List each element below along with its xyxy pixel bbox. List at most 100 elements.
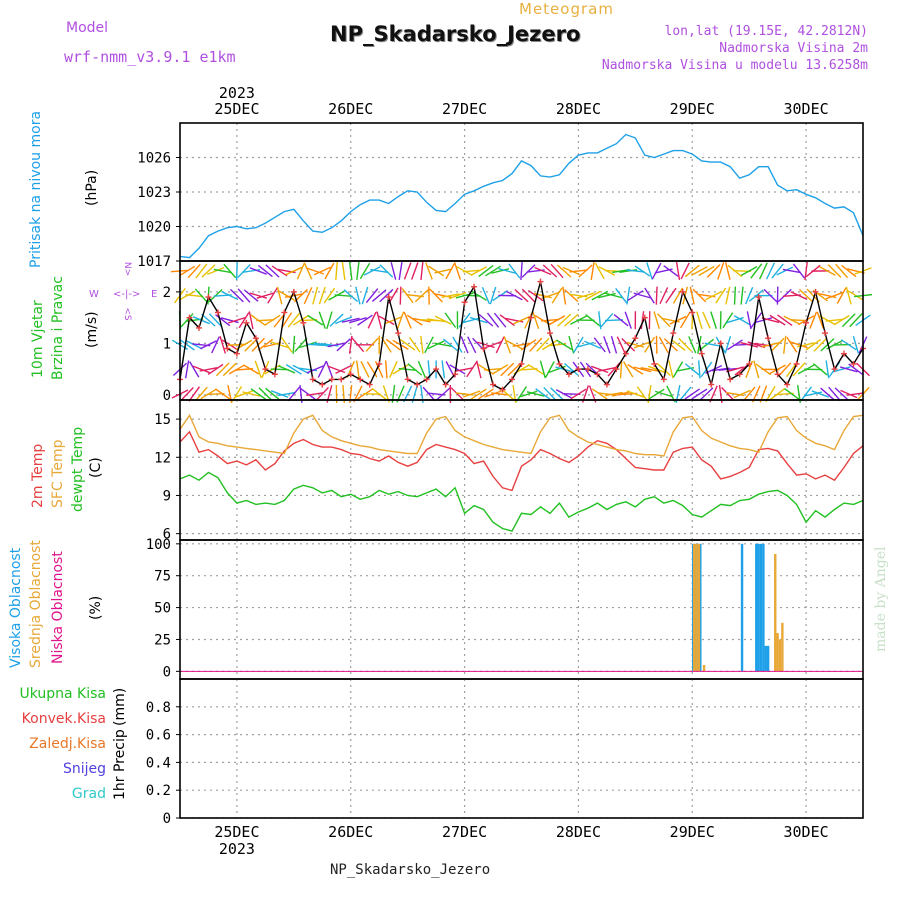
wind-arrow [184,360,190,379]
wind-arrow [365,337,379,352]
cloud-bar [762,543,765,672]
wind-arrow [663,265,679,277]
wind-arrow [280,337,293,353]
wind-arrow [336,338,351,352]
wind-arrow [285,364,302,375]
day-label-top: 27DEC [442,100,487,118]
wind-arrow [270,390,289,398]
compass-n: N> [122,262,132,276]
wind-arrow [445,262,456,280]
cloud-bar [702,664,706,672]
wind-arrow [584,290,601,301]
wind-arrow [792,362,806,377]
wind-arrow [591,388,608,400]
wind-arrow [836,287,847,304]
wind-arrow [818,292,837,299]
y-tick-label: 2 [163,285,171,301]
wind-arrow [303,287,313,305]
wind-arrow [503,336,512,354]
wind-arrow [327,365,346,374]
y-tick-label: 15 [154,412,171,428]
wind-arrow [442,338,458,352]
wind-arrow [733,286,737,305]
wind-arrow [782,268,801,274]
cloud-bar [776,633,779,672]
wind-arrow [376,311,383,330]
wind-arrow [359,262,371,280]
wind-arrow [640,311,645,330]
wind-arrow [644,287,655,304]
wind-arrow [733,315,751,326]
wind-arrow [312,286,319,305]
wind-arrow [564,362,579,376]
wind-arrow [207,363,224,376]
precip-legend-snow: Snijeg [62,761,106,777]
wind-arrow [526,391,545,397]
wind-arrow [335,364,353,375]
wind-arrow [237,264,251,278]
wind-arrow [256,292,275,299]
wind-arrow [688,336,697,354]
wind-arrow [495,336,505,354]
wind-arrow [841,264,857,278]
wind-arrow [820,338,835,352]
wind-arrow [278,290,295,301]
wind-arrow [691,266,708,276]
compass-s: <S [122,307,132,321]
wind-arrow [804,391,823,397]
wind-arrow [591,290,609,301]
wind-arrow [360,361,370,378]
wind-arrow [491,392,510,396]
model-label: Model [66,20,109,36]
wind-arrow [189,361,200,378]
wind-arrow [258,387,273,401]
wind-arrow [341,261,346,281]
cloud-bar [695,543,698,672]
wind-arrow [427,318,446,323]
wind-arrow [539,360,546,379]
wind-arrow [740,265,758,277]
wind-arrow [696,311,703,330]
wind-arrow [786,336,798,353]
wind-arrow [195,263,208,279]
wind-arrow [211,336,220,354]
wind-arrow [585,314,601,327]
wind-arrow [651,262,662,280]
day-label-bottom: 29DEC [670,823,715,841]
wind-arrow [223,263,237,279]
wind-arrow [403,311,412,329]
wind-arrow [401,288,414,304]
wind-arrow [180,387,194,401]
wind-arrow [343,289,358,303]
wind-arrow [550,387,565,401]
cloud-bar [699,543,702,672]
y-tick-label: 0 [163,388,171,404]
wind-arrow [763,288,778,303]
wind-arrow [222,362,237,377]
wind-arrow [448,291,467,300]
station-title: NP_Skadarsko_Jezero [330,22,581,46]
wind-arrow [621,337,636,352]
wind-arrow [615,287,628,304]
wind-arrow [267,287,278,304]
wind-arrow [812,363,828,376]
y-tick-label: 1017 [137,254,171,270]
wind-arrow [355,360,360,379]
wind-arrow [281,312,293,329]
wind-arrow [318,286,326,305]
wind-arrow [724,262,731,280]
y-tick-label: 0 [163,811,171,827]
wind-arrow [610,335,618,354]
wind-arrow [206,266,225,276]
wind-arrow [292,364,310,375]
y-tick-label: 0.6 [146,728,171,744]
wind-arrow [633,366,652,373]
panel-frame-wind [179,260,864,401]
wind-arrow [429,288,443,303]
y-tick-label: 1026 [137,151,171,167]
wind-arrow [746,311,752,330]
wind-arrow [557,313,572,327]
precip-legend-conv: Konvek.Kisa [21,711,106,727]
wind-arrow [334,294,353,297]
wind-arrow [792,263,806,279]
